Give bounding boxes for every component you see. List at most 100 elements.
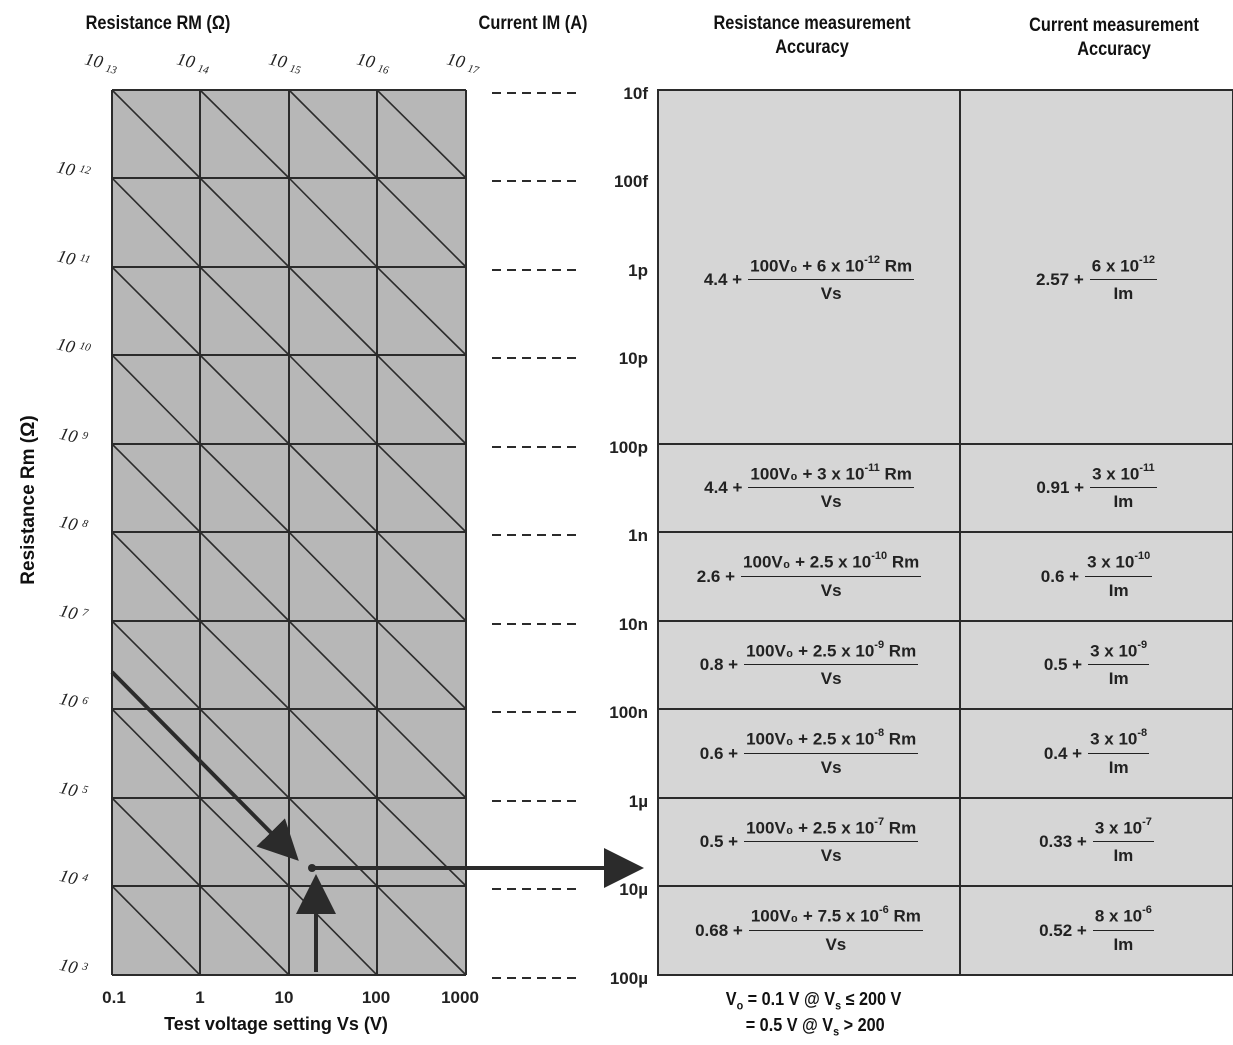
current-formula-fraction: 8 x 10-6 Im (1092, 904, 1154, 955)
current-formula-denominator: Im (1113, 492, 1134, 512)
diagonal-line (199, 885, 290, 976)
current-numerator-text: 3 x 10 (1092, 464, 1140, 484)
top-tick-label: 10 17 (445, 48, 481, 77)
resistance-accuracy-header: Resistance measurement Accuracy (692, 12, 933, 60)
top-tick-text: 10 15 (267, 48, 305, 77)
resistance-numerator-text: 100V₀ + 2.5 x 10 (746, 818, 875, 838)
current-formula-denominator: Im (1113, 846, 1134, 866)
current-tick-label: 100n (609, 703, 648, 722)
y-axis-label: Resistance Rm (Ω) (18, 415, 39, 584)
resistance-formula-cell: 2.6 +100V₀ + 2.5 x 10-10 Rm Vs (658, 532, 960, 621)
left-tick-label: 10 5 (57, 777, 89, 803)
resistance-numerator-text: 100V₀ + 2.5 x 10 (743, 552, 872, 572)
left-tick-base: 10 (57, 954, 84, 979)
resistance-formula-denominator: Vs (820, 669, 842, 689)
top-tick-exponent: 17 (466, 63, 480, 77)
diagonal-line (199, 708, 290, 799)
current-formula-constant: 0.4 + (1043, 743, 1083, 763)
diagonal-line (376, 354, 467, 445)
diagonal-line (199, 177, 290, 268)
resistance-formula-numerator: 100V₀ + 3 x 10-11 Rm (748, 462, 914, 489)
left-tick-label: 10 4 (57, 865, 90, 890)
x-axis-label: Test voltage setting Vs (V) (164, 1014, 388, 1034)
current-tick-label: 100µ (610, 969, 648, 988)
top-tick-label: 10 13 (83, 48, 119, 77)
resistance-formula-denominator: Vs (820, 757, 842, 777)
x-tick-label: 100 (362, 988, 390, 1007)
resistance-formula-fraction: 100V₀ + 2.5 x 10-10 Rm Vs (741, 550, 922, 601)
current-formula-constant: 0.6 + (1040, 566, 1080, 586)
current-formula-numerator: 3 x 10-8 (1088, 727, 1150, 754)
diagonal-line (376, 89, 467, 179)
current-formula-denominator: Im (1108, 580, 1129, 600)
current-formula-cell: 0.6 +3 x 10-10 Im (960, 532, 1233, 621)
diagonal-line (376, 797, 467, 887)
left-tick-base: 10 (57, 423, 84, 448)
current-formula-constant: 2.57 + (1036, 270, 1084, 289)
left-tick-exponent: 8 (81, 518, 90, 531)
resistance-formula-denominator: Vs (820, 846, 842, 866)
left-tick-base: 10 (57, 600, 84, 625)
current-numerator-exponent: -9 (1137, 638, 1148, 651)
current-tick-label: 10µ (619, 880, 648, 899)
table-layer (657, 89, 1233, 976)
resistance-formula-fraction: 100V₀ + 2.5 x 10-7 Rm Vs (744, 816, 919, 867)
resistance-formula-cell: 4.4 + 100V₀ + 6 x 10-12 Rm Vs (658, 230, 960, 330)
left-tick-text: 10 10 (55, 333, 93, 361)
left-tick-label: 10 3 (57, 954, 89, 979)
resistance-formula-constant: 4.4 + (704, 478, 743, 497)
diagonal-line (376, 177, 467, 268)
left-tick-text: 10 5 (57, 777, 89, 803)
diagonal-line (288, 620, 378, 710)
resistance-rm-header: Resistance RM (Ω) (85, 13, 231, 34)
current-numerator-exponent: -7 (1142, 815, 1152, 828)
top-tick-exponent: 13 (104, 63, 118, 77)
resistance-formula-numerator: 100V₀ + 6 x 10-12 Rm (748, 254, 915, 281)
top-tick-text: 10 14 (175, 48, 213, 77)
left-tick-exponent: 6 (81, 695, 90, 708)
resistance-formula-constant: 2.6 + (696, 566, 736, 586)
resistance-numerator-exponent: -6 (879, 904, 889, 917)
current-formula-constant: 0.33 + (1039, 832, 1087, 851)
diagonal-line (288, 89, 378, 179)
current-tick-label: 100p (609, 438, 648, 457)
resistance-formula-fraction: 100V₀ + 2.5 x 10-9 Rm Vs (744, 639, 919, 690)
resistance-numerator-text: 100V₀ + 3 x 10 (750, 464, 865, 484)
diagonal-line (111, 177, 201, 268)
diagonal-line (199, 89, 290, 179)
footnote-line2: = 0.5 V @ Vs > 200 (745, 1015, 885, 1039)
top-tick-label: 10 15 (267, 48, 305, 77)
top-tick-exponent: 16 (376, 63, 390, 77)
current-formula-cell: 2.57 + 6 x 10-12 Im (960, 230, 1233, 330)
diagonal-line (111, 531, 201, 622)
resistance-formula-denominator: Vs (820, 492, 842, 512)
current-formula-numerator: 8 x 10-6 (1092, 904, 1154, 931)
current-formula-denominator: Im (1108, 757, 1129, 777)
diagonal-line (376, 266, 467, 356)
x-tick-label: 0.1 (102, 988, 126, 1007)
diagonal-line (111, 89, 201, 179)
left-tick-base: 10 (57, 777, 84, 802)
current-accuracy-header-line1: Current measurement (1029, 15, 1199, 36)
left-tick-exponent: 4 (81, 872, 90, 885)
current-numerator-exponent: -8 (1137, 727, 1148, 740)
current-numerator-text: 3 x 10 (1090, 641, 1138, 661)
current-formula-denominator: Im (1113, 934, 1134, 954)
current-numerator-text: 3 x 10 (1094, 818, 1143, 838)
current-formula-denominator: Im (1108, 669, 1129, 689)
diagonal-line (288, 266, 378, 356)
left-tick-text: 10 9 (57, 423, 89, 449)
diagonal-line (111, 266, 201, 356)
x-tick-label: 10 (275, 988, 294, 1007)
current-formula-cell: 0.52 +8 x 10-6 Im (960, 886, 1233, 975)
resistance-numerator-exponent: -8 (874, 727, 885, 740)
current-formula-cell: 0.5 + 3 x 10-9 Im (960, 621, 1233, 709)
diagonal-line (199, 531, 290, 622)
resistance-formula-cell: 0.8 + 100V₀ + 2.5 x 10-9 Rm Vs (658, 621, 960, 709)
current-formula-fraction: 3 x 10-9 Im (1088, 638, 1150, 690)
current-tick-label: 10f (623, 84, 648, 103)
resistance-formula-cell: 0.6 +100V₀ + 2.5 x 10-8 Rm Vs (658, 709, 960, 798)
resistance-accuracy-header-line1: Resistance measurement (713, 13, 911, 34)
diagonal-line (199, 443, 290, 533)
